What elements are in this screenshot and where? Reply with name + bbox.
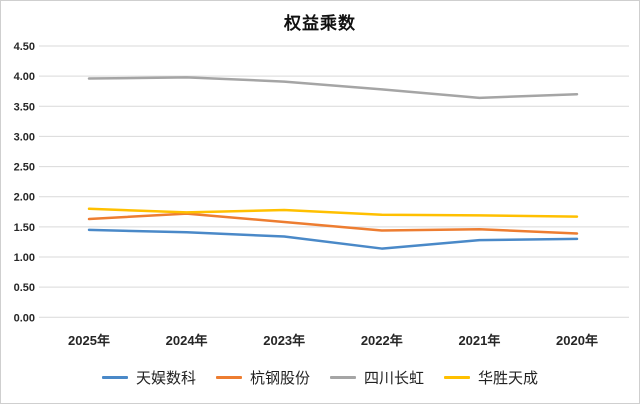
legend-item: 华胜天成 [444,367,538,388]
y-axis-tick-label: 1.50 [14,222,35,234]
legend-line-marker [444,376,471,379]
legend-line-marker [215,376,242,379]
x-axis-label: 2025年 [68,333,110,348]
legend-label: 华胜天成 [478,370,539,387]
series-line-3 [87,76,579,100]
y-axis-tick-label: 4.50 [14,41,35,53]
legend-item: 天娱数科 [101,367,196,388]
x-axis-label: 2021年 [458,333,500,348]
y-axis-tick-label: 3.00 [14,131,35,143]
x-axis-label: 2023年 [263,333,305,348]
y-axis-tick-label: 2.50 [14,162,35,174]
legend-label: 天娱数科 [135,370,196,387]
legend-label: 杭钢股份 [249,370,310,387]
y-axis-tick-label: 3.50 [14,101,35,113]
legend-line-marker [330,376,356,379]
legend-line-marker [101,376,128,379]
chart-legend: 天娱数科 杭钢股份 四川长虹 华胜天成 [1,367,639,388]
legend-item: 杭钢股份 [215,367,310,388]
y-axis-tick-label: 0.00 [14,312,35,324]
y-axis-tick-label: 0.50 [14,282,35,294]
series-line-2 [87,212,579,235]
legend-label: 四川长虹 [364,370,425,387]
y-axis-tick-label: 2.00 [14,192,35,204]
series-line-1 [87,228,579,250]
x-axis-label: 2020年 [556,333,598,348]
x-axis-label: 2024年 [166,333,208,348]
x-axis-label: 2022年 [361,333,403,348]
y-axis-tick-label: 1.00 [14,252,35,264]
y-axis-tick-label: 4.00 [14,71,35,83]
series-line-4 [87,207,579,218]
chart-title: 权益乘数 [284,14,356,33]
legend-item: 四川长虹 [330,367,424,388]
